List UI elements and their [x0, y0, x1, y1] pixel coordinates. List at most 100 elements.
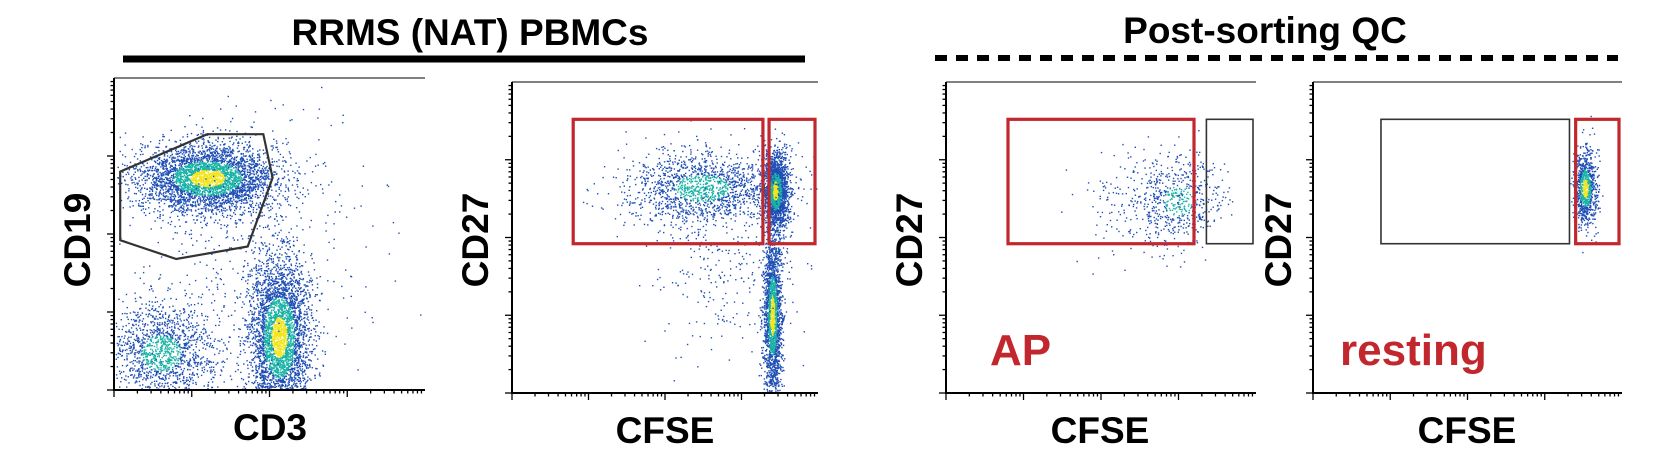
data-point-p1-1255 [202, 137, 205, 140]
data-point-p1-3296 [125, 173, 127, 176]
data-point-p1-482 [177, 177, 179, 179]
data-point-p1-1054 [146, 179, 148, 181]
data-point-p1-1146 [260, 181, 262, 183]
data-point-p1-3410 [183, 187, 185, 189]
data-point-p1-2903 [174, 169, 176, 172]
data-point-p1-3474 [218, 187, 220, 189]
data-point-p1-4798 [314, 295, 316, 298]
data-point-p1-4959 [302, 343, 305, 345]
data-point-p1-292 [278, 159, 280, 161]
data-point-p1-1046 [209, 144, 211, 146]
data-point-p1-2572 [236, 156, 238, 158]
data-point-p1-3059 [219, 167, 222, 169]
data-point-p1-3485 [226, 155, 228, 157]
data-point-p1-4195 [279, 267, 282, 269]
data-point-p1-866 [260, 173, 263, 175]
data-point-p1-1600 [176, 151, 178, 153]
data-point-p1-2717 [246, 169, 248, 171]
data-point-p1-3412 [212, 166, 214, 168]
data-point-p1-4378 [298, 314, 301, 316]
data-point-p1-1862 [237, 163, 240, 165]
data-point-p1-3288 [178, 152, 181, 154]
data-point-p1-624 [234, 209, 236, 212]
data-point-p1-1389 [184, 186, 186, 188]
data-point-p1-2775 [232, 203, 234, 205]
data-point-p1-2577 [173, 173, 175, 175]
data-point-p1-360 [248, 188, 250, 190]
data-point-p1-1873 [195, 165, 197, 168]
data-point-p1-4464 [285, 359, 288, 361]
data-point-p1-2262 [180, 151, 182, 154]
data-point-p1-4818 [312, 319, 315, 322]
data-point-p1-69 [276, 148, 279, 151]
data-point-p1-2590 [237, 142, 239, 145]
data-point-p1-518 [212, 188, 214, 190]
data-point-p1-3150 [153, 183, 156, 185]
data-point-p1-1802 [225, 169, 227, 171]
header-left: RRMS (NAT) PBMCs [292, 12, 649, 53]
data-point-p1-2914 [192, 177, 194, 179]
data-point-p1-4596 [276, 305, 278, 307]
data-point-p1-4890 [248, 334, 250, 336]
data-point-p1-904 [235, 192, 237, 194]
data-point-p1-44 [132, 166, 134, 168]
data-point-p1-4900 [250, 362, 252, 364]
data-point-p1-1993 [222, 148, 224, 150]
data-point-p1-3439 [219, 165, 221, 167]
data-point-p1-2703 [189, 157, 191, 160]
data-point-p1-2737 [230, 174, 232, 177]
data-point-p1-1287 [171, 160, 173, 162]
data-point-p1-2604 [249, 163, 251, 165]
data-point-p1-1022 [166, 158, 168, 161]
data-point-p1-3556 [222, 189, 224, 191]
data-point-p1-721 [237, 186, 239, 189]
data-point-p1-1719 [236, 176, 238, 179]
data-point-p1-3155 [255, 179, 257, 182]
data-point-p1-4286 [293, 273, 295, 276]
data-point-p1-450 [206, 183, 209, 185]
data-point-p1-371 [165, 190, 167, 193]
data-point-p1-4564 [256, 356, 258, 358]
data-point-p1-551 [232, 193, 234, 196]
data-point-p1-2854 [170, 155, 172, 157]
data-point-p1-3266 [236, 135, 238, 137]
data-point-p1-7 [214, 189, 217, 192]
data-point-p1-1259 [140, 150, 143, 153]
data-point-p1-4063 [263, 318, 266, 321]
data-point-p1-1443 [208, 156, 211, 159]
data-point-p1-4981 [274, 331, 277, 333]
data-point-p1-4404 [307, 271, 310, 273]
data-point-p1-4331 [305, 351, 308, 353]
data-point-p1-1091 [226, 196, 228, 199]
data-point-p1-1111 [147, 169, 149, 171]
data-point-p1-2661 [184, 179, 187, 182]
data-point-p1-4414 [249, 323, 251, 325]
data-point-p1-1436 [152, 196, 154, 198]
data-point-p1-3130 [210, 178, 212, 180]
data-point-p1-4276 [251, 274, 253, 277]
data-point-p1-184 [265, 169, 267, 171]
data-point-p1-1240 [223, 143, 226, 146]
data-point-p1-3491 [207, 177, 210, 179]
data-point-p1-2343 [168, 186, 171, 188]
data-point-p1-4336 [251, 318, 253, 320]
data-point-p1-1682 [253, 173, 255, 175]
data-point-p1-407 [218, 200, 220, 203]
data-point-p1-870 [182, 179, 184, 181]
data-point-p1-4258 [273, 273, 275, 275]
data-point-p1-789 [201, 194, 203, 196]
data-point-p1-2279 [201, 160, 204, 162]
data-point-p1-565 [213, 193, 215, 196]
data-point-p1-2155 [287, 188, 289, 191]
data-point-p1-4505 [250, 344, 252, 346]
data-point-p1-4607 [257, 333, 260, 335]
data-point-p1-3317 [147, 144, 149, 147]
data-point-p1-3420 [211, 190, 213, 193]
data-point-p1-1330 [195, 166, 197, 169]
data-point-p1-705 [177, 150, 180, 153]
data-point-p1-1584 [200, 213, 202, 215]
data-point-p1-3429 [230, 155, 232, 157]
data-point-p1-3068 [239, 213, 241, 216]
data-point-p1-1227 [249, 190, 251, 192]
data-point-p1-201 [267, 195, 270, 197]
